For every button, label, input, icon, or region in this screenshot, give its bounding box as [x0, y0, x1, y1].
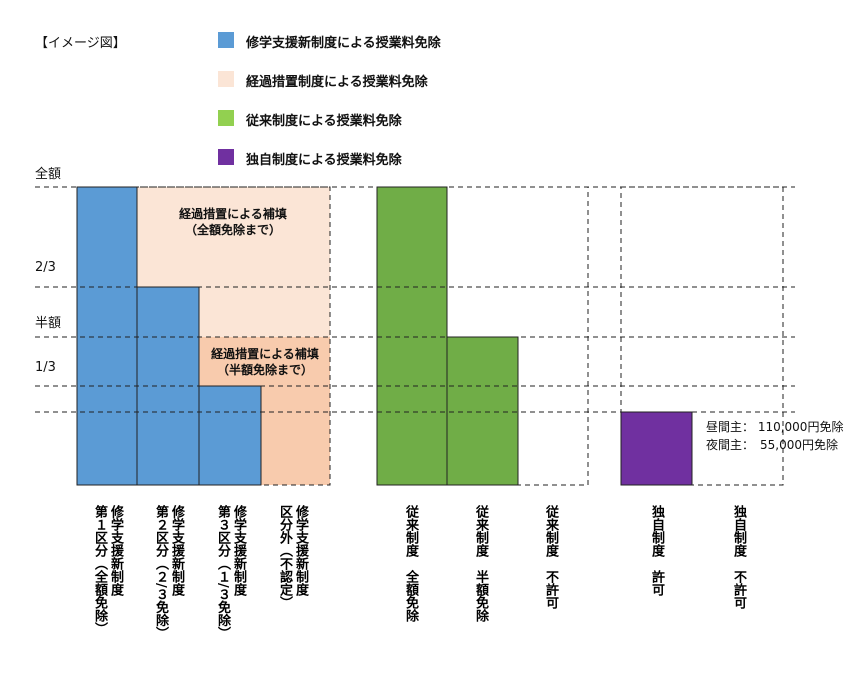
level-label: 全額: [35, 167, 62, 182]
column-label: 修学支援新制度 第３区分（１/３免除）: [214, 505, 246, 640]
annotation: （全額免除まで）: [184, 223, 282, 237]
group-box: [620, 186, 784, 486]
group-box: [376, 186, 589, 486]
column-label-line: 修学支援新制度: [169, 505, 184, 596]
bar: [446, 336, 519, 486]
column-label: 修学支援新制度 区分外（不認定）: [276, 505, 308, 609]
column-label: 従来制度 不許可: [542, 505, 558, 609]
column-label-line: 第３区分（１/３免除）: [215, 505, 230, 640]
note: 夜間主： 55,000円免除: [706, 438, 838, 452]
column-label: 修学支援新制度 第１区分（全額免除）: [91, 505, 123, 635]
annotation: （半額免除まで）: [216, 363, 314, 377]
legend-swatch: [218, 32, 234, 48]
legend-label: 従来制度による授業料免除: [246, 114, 402, 129]
annotation: 経過措置による補填: [211, 347, 319, 361]
level-label: 1/3: [35, 360, 56, 375]
legend-label: 独自制度による授業料免除: [246, 153, 402, 168]
column-label-line: 修学支援新制度: [231, 505, 246, 596]
column-label: 従来制度 全額免除: [402, 505, 418, 622]
column-label: 独自制度 許可: [648, 505, 664, 596]
level-label: 半額: [35, 316, 62, 331]
bar: [76, 186, 138, 486]
column-label: 修学支援新制度 第２区分（２/３免除）: [152, 505, 184, 640]
fill-area: [199, 337, 330, 485]
column-label-line: 修学支援新制度: [108, 505, 123, 596]
column-label: 従来制度 半額免除: [472, 505, 488, 622]
bar: [376, 186, 448, 486]
column-label-line: 第２区分（２/３免除）: [153, 505, 168, 640]
column-label-line: 従来制度 全額免除: [403, 505, 418, 622]
legend-swatch: [218, 71, 234, 87]
legend-swatch: [218, 149, 234, 165]
bar: [620, 411, 693, 486]
title: 【イメージ図】: [35, 36, 126, 51]
legend-label: 修学支援新制度による授業料免除: [246, 36, 441, 51]
annotation: 経過措置による補填: [179, 207, 287, 221]
column-label-line: 独自制度 不許可: [731, 505, 746, 609]
group-box: [76, 186, 331, 486]
column-label: 独自制度 不許可: [730, 505, 746, 609]
column-label-line: 修学支援新制度: [293, 505, 308, 596]
legend-swatch: [218, 110, 234, 126]
note: 昼間主： 110,000円免除: [706, 420, 844, 434]
column-label-line: 第１区分（全額免除）: [92, 505, 107, 635]
column-label-line: 区分外（不認定）: [277, 505, 292, 609]
level-label: 2/3: [35, 260, 56, 275]
column-label-line: 独自制度 許可: [649, 505, 664, 596]
bar: [198, 385, 262, 486]
column-label-line: 従来制度 半額免除: [473, 505, 488, 622]
column-label-line: 従来制度 不許可: [543, 505, 558, 609]
legend-label: 経過措置制度による授業料免除: [246, 75, 428, 90]
